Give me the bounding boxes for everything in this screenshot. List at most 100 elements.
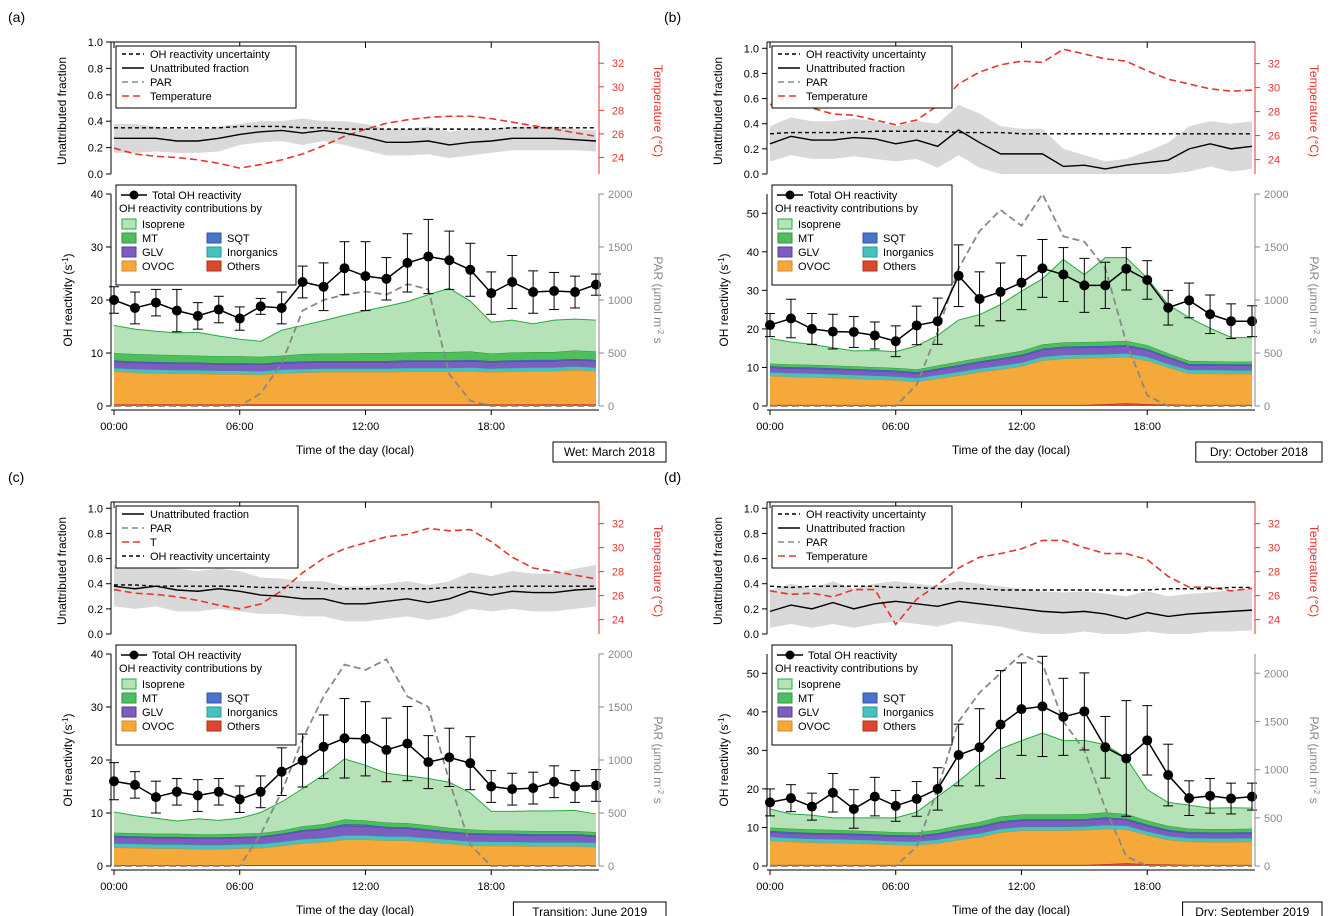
temperature-line (769, 539, 1253, 626)
bottom-y-tick-label: 10 (747, 822, 759, 834)
legend-label-mt: MT (142, 233, 158, 245)
legend-label-ovoc: OVOC (798, 721, 830, 733)
season-label: Dry: October 2018 (1210, 445, 1308, 459)
total-point (381, 744, 392, 755)
bottom-y2-tick-label: 1500 (608, 702, 632, 714)
top-y2label: Temperature (°C) (651, 525, 665, 617)
bottom-y-tick-label: 0 (97, 401, 103, 413)
legend-swatch-glv (777, 706, 793, 718)
total-point (129, 779, 140, 790)
legend-label-sqt: SQT (227, 233, 250, 245)
bottom-y-tick-label: 10 (91, 808, 103, 820)
legend-label-glv: GLV (798, 707, 820, 719)
total-point (1079, 280, 1090, 291)
total-point (1121, 753, 1132, 764)
total-point (848, 803, 859, 814)
bottom-y-tick-label: 30 (91, 702, 103, 714)
top-legend-box (771, 505, 953, 569)
total-point (1226, 316, 1237, 327)
legend-swatch-glv (121, 246, 137, 258)
top-y-tick-label: 0.2 (744, 144, 759, 156)
total-point (192, 790, 203, 801)
top-legend-label: OH reactivity uncertainty (806, 49, 926, 61)
bottom-y-tick-label: 20 (91, 755, 103, 767)
legend-swatch-others (206, 260, 222, 272)
top-legend-label: T (150, 537, 157, 549)
panel-label: (a) (8, 9, 25, 25)
legend-swatch-mt (777, 692, 793, 704)
panel-2: (c) 0.0 0.2 0.4 0.6 0.8 1.0 24 26 28 30 32 Unattribu… (8, 469, 667, 916)
par-line (770, 192, 1252, 407)
x-axis-label: Time of the day (local) (952, 903, 1070, 916)
top-ylabel: Unattributed fraction (711, 57, 725, 165)
total-point (1016, 704, 1027, 715)
par-line (770, 652, 1252, 867)
total-point (785, 313, 796, 324)
total-point (869, 791, 880, 802)
area-edge-sqt (113, 823, 597, 838)
top-legend-label: OH reactivity uncertainty (150, 49, 270, 61)
bottom-y-tick-label: 10 (91, 348, 103, 360)
total-point (890, 800, 901, 811)
total-point (1100, 280, 1111, 291)
top-y2label: Temperature (°C) (651, 65, 665, 157)
x-tick-label: 12:00 (1008, 421, 1036, 433)
total-point (1142, 274, 1153, 285)
top-y2-tick-label: 30 (612, 82, 624, 94)
total-point (339, 263, 350, 274)
area-mt (114, 350, 596, 364)
total-point (528, 287, 539, 298)
total-point (1184, 295, 1195, 306)
total-point (255, 786, 266, 797)
unattributed-line (769, 600, 1253, 620)
unattributed-line (113, 585, 597, 605)
legend-label-inorganics: Inorganics (227, 247, 278, 259)
legend-label-ovoc: OVOC (142, 721, 174, 733)
legend-swatch-sqt (206, 232, 222, 244)
legend-heading: OH reactivity contributions by (775, 203, 919, 215)
legend-label-others: Others (227, 721, 261, 733)
x-tick-label: 18:00 (477, 421, 505, 433)
top-y2-tick-label: 30 (612, 543, 624, 555)
area-mt (770, 812, 1252, 836)
x-tick-label: 06:00 (882, 881, 910, 893)
top-legend-label: Unattributed fraction (150, 509, 249, 521)
bottom-y2-tick-label: 2000 (608, 649, 632, 661)
bottom-y2-tick-label: 0 (608, 401, 614, 413)
legend-total-marker (785, 650, 795, 660)
x-axis-label: Time of the day (local) (952, 443, 1070, 457)
area-edge-isoprene (769, 732, 1253, 819)
bottom-y2-tick-label: 0 (1264, 401, 1270, 413)
legend-swatch-inorganics (206, 246, 222, 258)
top-legend-box (115, 505, 299, 569)
total-point (911, 793, 922, 804)
season-label-box (552, 441, 667, 463)
top-y-tick-label: 0.4 (744, 579, 759, 591)
area-ovoc (770, 828, 1252, 865)
bottom-ylabel: OH reactivity (s-1) (61, 713, 76, 806)
top-y2-tick-label: 24 (1268, 615, 1280, 627)
legend-total-marker (129, 190, 139, 200)
x-tick-label: 12:00 (1008, 881, 1036, 893)
temperature-line (113, 527, 597, 610)
par-line (114, 658, 596, 867)
top-y2-tick-label: 32 (1268, 59, 1280, 71)
bottom-y2-tick-label: 1500 (608, 242, 632, 254)
legend-label-others: Others (883, 261, 917, 273)
season-label-box (512, 901, 667, 916)
total-point (785, 793, 796, 804)
total-point (911, 320, 922, 331)
legend-swatch-sqt (206, 692, 222, 704)
panel-label: (c) (8, 469, 24, 485)
top-y2-tick-label: 28 (1268, 567, 1280, 579)
total-point (381, 273, 392, 284)
top-legend-label: Unattributed fraction (806, 523, 905, 535)
legend-swatch-sqt (862, 232, 878, 244)
bottom-y2label: PAR (µmol m-2 s (1307, 716, 1322, 803)
bottom-y-tick-label: 50 (747, 668, 759, 680)
total-point (827, 787, 838, 798)
top-y-tick-label: 0.2 (88, 143, 103, 155)
legend-label-sqt: SQT (883, 233, 906, 245)
total-point (318, 281, 329, 292)
bottom-y2-tick-label: 1500 (1264, 716, 1288, 728)
